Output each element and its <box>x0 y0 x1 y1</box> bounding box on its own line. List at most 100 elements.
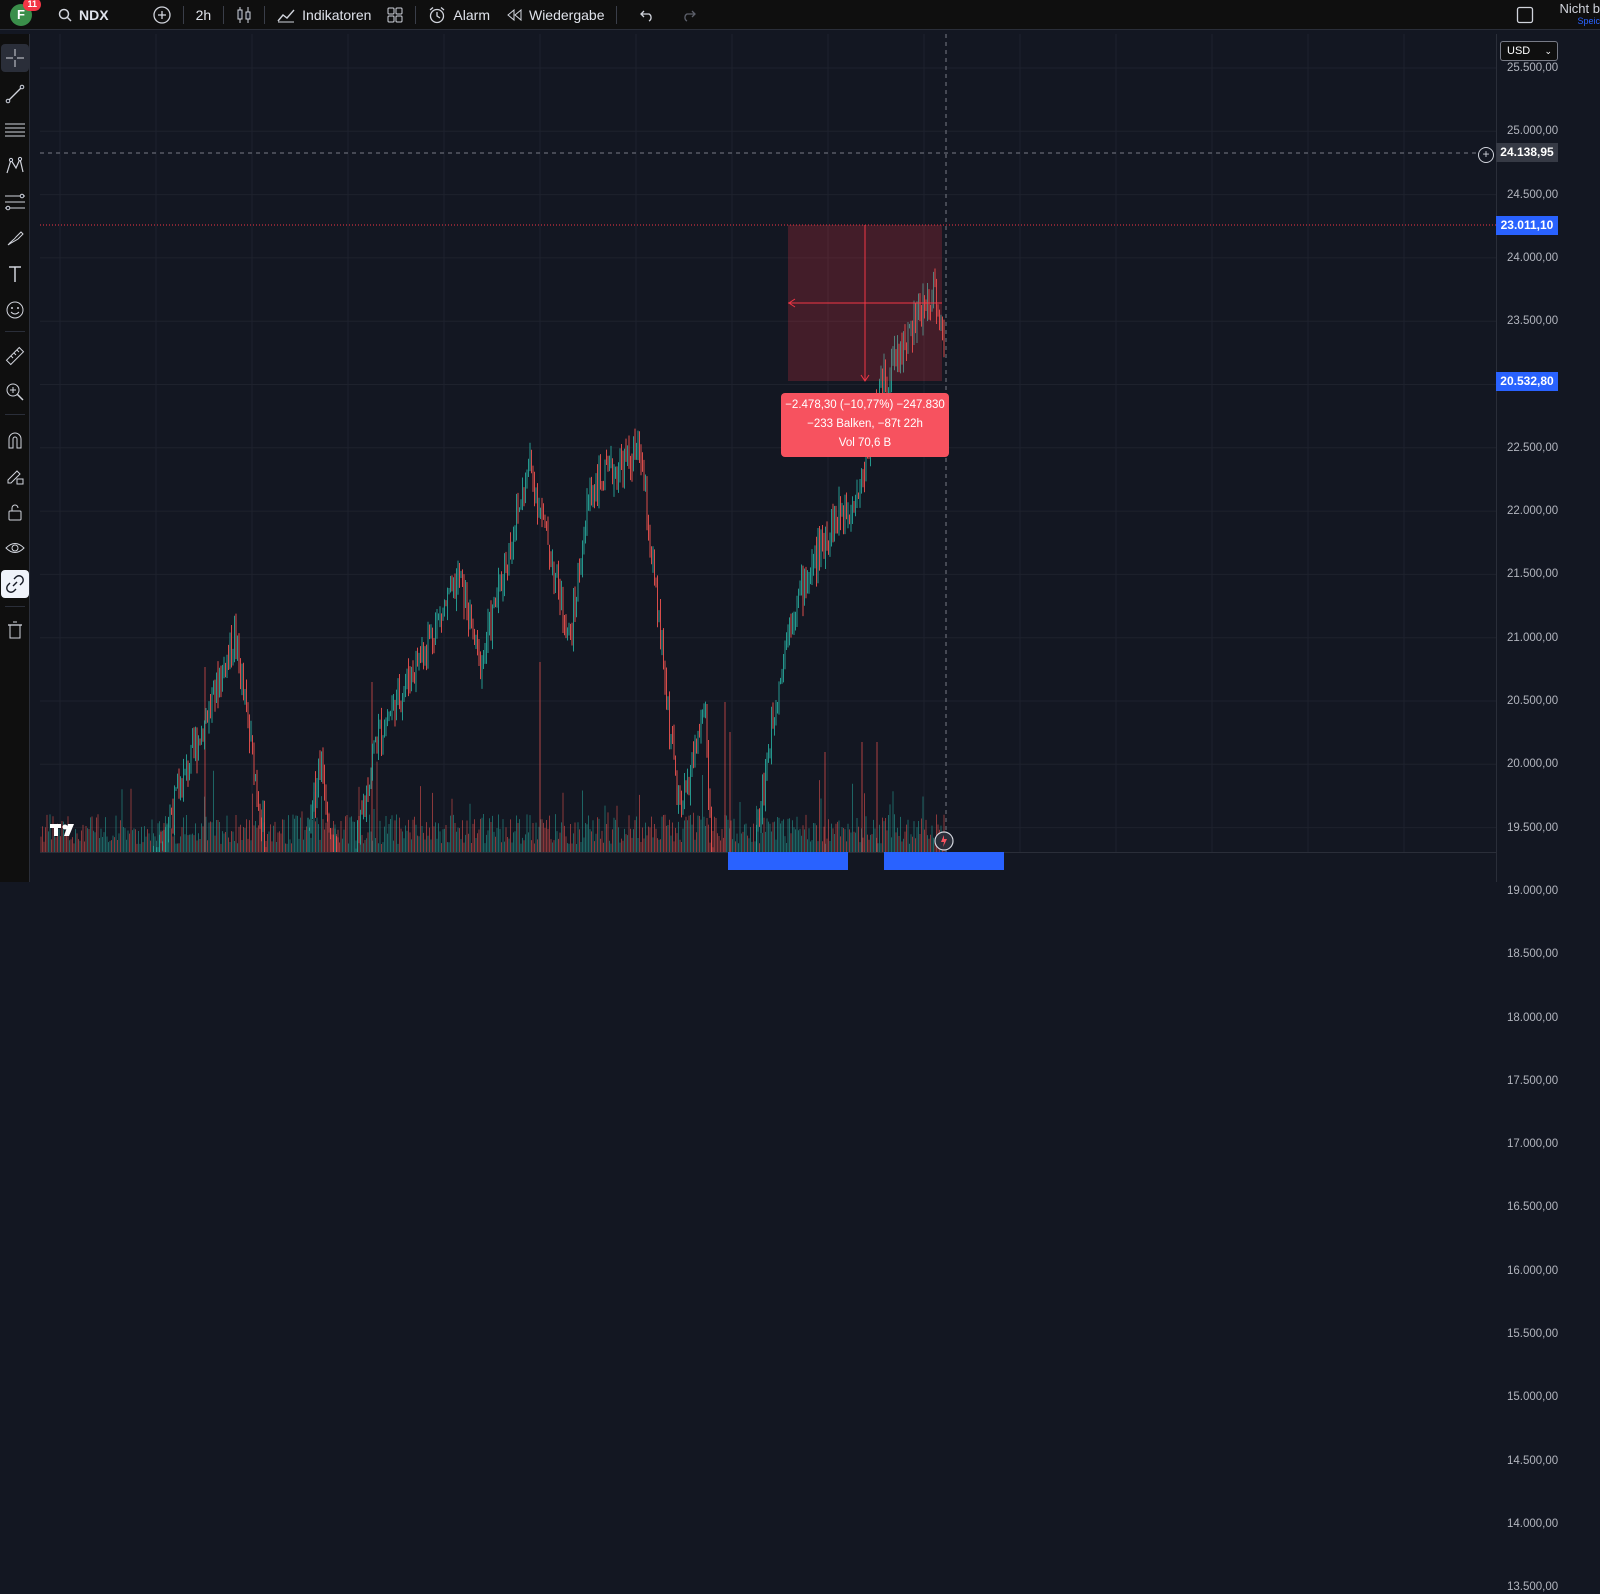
fib-tool[interactable] <box>1 188 29 216</box>
price-tick: 15.000,00 <box>1507 1391 1559 1404</box>
tradingview-logo <box>50 822 80 843</box>
separator <box>182 5 184 24</box>
symbol-label: NDX <box>79 6 109 23</box>
save-status[interactable]: Nicht b Speic <box>1559 1 1600 27</box>
crosshair-tool[interactable] <box>1 44 29 72</box>
emoji-tool[interactable] <box>1 296 29 324</box>
price-tick: 19.500,00 <box>1507 821 1559 834</box>
horizontal-lines-icon <box>5 123 25 137</box>
measure-tooltip: −2.478,30 (−10,77%) −247.830 −233 Balken… <box>781 393 949 457</box>
currency-select[interactable]: USD ⌄ <box>1500 41 1558 61</box>
price-tick: 25.000,00 <box>1507 125 1559 138</box>
measure-bars: −233 Balken, −87t 22h <box>807 418 923 430</box>
pattern-icon <box>6 156 24 174</box>
symbol-search[interactable]: NDX <box>50 0 117 30</box>
time-badge-start <box>728 852 848 870</box>
price-tick: 18.500,00 <box>1507 948 1559 961</box>
save-status-label: Nicht b <box>1559 1 1600 16</box>
interval-label: 2h <box>195 6 212 23</box>
price-tick: 16.500,00 <box>1507 1201 1559 1214</box>
fullscreen-box-icon[interactable] <box>1516 6 1534 24</box>
crosshair-icon <box>6 49 24 67</box>
link-tool[interactable] <box>1 570 29 598</box>
add-circle-icon <box>152 5 171 24</box>
time-badge-end <box>884 852 1004 870</box>
price-chart[interactable] <box>40 34 1496 852</box>
price-tick: 24.500,00 <box>1507 188 1559 201</box>
lock-tool[interactable] <box>1 498 29 526</box>
crosshair-price: 24.138,95 <box>1500 145 1554 159</box>
zoom-tool[interactable] <box>1 378 29 406</box>
magnet-icon <box>8 432 22 449</box>
notification-badge: 11 <box>23 0 41 11</box>
save-status-sub: Speic <box>1577 16 1600 26</box>
lock-icon <box>8 504 22 521</box>
lock-pencil-icon <box>7 470 24 485</box>
separator <box>415 5 417 24</box>
grid-icon <box>387 7 403 22</box>
search-icon <box>58 8 72 22</box>
separator <box>616 5 618 24</box>
alarm-clock-icon <box>430 6 445 23</box>
zoom-in-icon <box>6 383 24 401</box>
ruler-icon <box>5 346 25 366</box>
undo-button[interactable] <box>631 0 663 30</box>
indicators-label: Indikatoren <box>302 6 372 23</box>
separator <box>223 5 225 24</box>
interval-button[interactable]: 2h <box>188 0 220 30</box>
chevron-down-icon: ⌄ <box>1544 46 1552 56</box>
horizontal-lines-tool[interactable] <box>1 116 29 144</box>
price-tick: 13.500,00 <box>1507 1581 1559 1594</box>
text-tool[interactable] <box>1 260 29 288</box>
price-tick: 14.000,00 <box>1507 1517 1559 1530</box>
top-right-area: Nicht b Speic <box>1516 0 1600 30</box>
fib-icon <box>5 193 25 211</box>
measure-change: −2.478,30 (−10,77%) −247.830 <box>785 399 945 411</box>
replay-button[interactable]: Wiedergabe <box>498 0 613 30</box>
user-menu[interactable]: F 11 <box>0 0 41 30</box>
magnet-tool[interactable] <box>1 426 29 454</box>
chart-type-button[interactable] <box>228 0 260 30</box>
crosshair-price-label: 24.138,95 <box>1496 143 1558 162</box>
trend-line-tool[interactable] <box>1 80 29 108</box>
indicators-icon <box>277 9 295 22</box>
price-tick: 14.500,00 <box>1507 1454 1559 1467</box>
trash-icon <box>8 621 22 639</box>
price-scale[interactable]: 25.500,00 25.000,00 24.500,00 24.000,00 23.5… <box>1496 34 1600 1593</box>
add-alert-circle-icon[interactable]: + <box>1478 147 1494 163</box>
currency-label: USD <box>1507 45 1531 57</box>
separator <box>5 331 25 332</box>
pattern-tool[interactable] <box>1 152 29 180</box>
ruler-tool[interactable] <box>1 342 29 370</box>
price-tick: 22.500,00 <box>1507 441 1559 454</box>
measure-volume: Vol 70,6 B <box>838 437 892 449</box>
price-tick: 16.000,00 <box>1507 1264 1559 1277</box>
brush-icon <box>7 231 24 246</box>
brush-tool[interactable] <box>1 224 29 252</box>
undo-icon <box>640 10 653 22</box>
price-tick: 22.000,00 <box>1507 505 1559 518</box>
avatar-letter: F <box>17 7 25 22</box>
separator <box>5 414 25 415</box>
remove-drawings-tool[interactable] <box>1 616 29 644</box>
measure-low-label: 20.532,80 <box>1496 372 1558 391</box>
lock-drawings-tool[interactable] <box>1 462 29 490</box>
candles-icon <box>237 6 251 23</box>
price-tick: 17.000,00 <box>1507 1138 1559 1151</box>
measure-overlay <box>40 34 1496 852</box>
compare-button[interactable] <box>145 0 179 30</box>
redo-button[interactable] <box>673 0 705 30</box>
layouts-button[interactable] <box>379 0 411 30</box>
visibility-tool[interactable] <box>1 534 29 562</box>
redo-icon <box>684 10 697 22</box>
avatar[interactable]: F 11 <box>10 0 41 26</box>
drawing-toolbar <box>0 34 30 882</box>
alert-button[interactable]: Alarm <box>420 0 498 30</box>
separator <box>264 5 266 24</box>
replay-indicator-icon[interactable] <box>933 830 955 852</box>
price-tick: 25.500,00 <box>1507 62 1559 74</box>
trend-line-icon <box>5 84 25 104</box>
emoji-icon <box>6 301 24 319</box>
separator <box>5 606 25 607</box>
indicators-button[interactable]: Indikatoren <box>269 0 379 30</box>
